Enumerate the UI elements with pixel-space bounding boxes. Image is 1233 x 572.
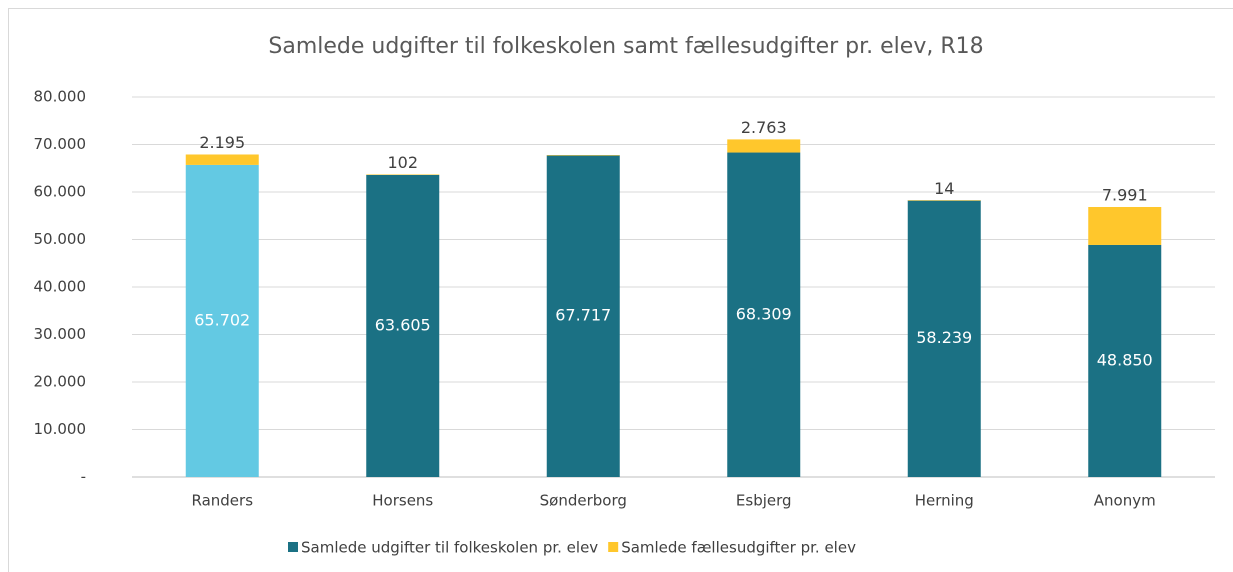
bar-segment (907, 200, 981, 477)
data-label: 65.702 (194, 310, 250, 329)
bar-segment (185, 164, 259, 477)
legend-label: Samlede fællesudgifter pr. elev (621, 539, 856, 557)
y-tick-label: 40.000 (34, 278, 87, 296)
x-tick-label: Randers (191, 492, 253, 510)
x-tick-label: Sønderborg (540, 492, 627, 510)
data-label: 68.309 (736, 304, 792, 323)
y-tick-label: 30.000 (34, 325, 87, 343)
data-label: 14 (934, 179, 954, 198)
x-tick-label: Horsens (372, 492, 433, 510)
data-label: 2.195 (199, 133, 245, 152)
chart-title: Samlede udgifter til folkeskolen samt fæ… (268, 34, 983, 59)
bar-segment (907, 200, 981, 201)
x-tick-label: Anonym (1094, 492, 1156, 510)
bar-segment (1088, 244, 1162, 477)
data-label: 67.717 (555, 306, 611, 325)
bar-segment (546, 155, 620, 156)
bar-segment (727, 152, 801, 477)
bar-segment (185, 154, 259, 165)
bar-segment (366, 174, 440, 175)
y-tick-label: 60.000 (34, 183, 87, 201)
y-tick-label: 70.000 (34, 135, 87, 153)
y-tick-label: 80.000 (34, 88, 87, 106)
y-tick-label: 50.000 (34, 230, 87, 248)
y-tick-label: - (81, 468, 86, 486)
data-label: 58.239 (916, 328, 972, 347)
bar-segment (727, 139, 801, 153)
data-label: 48.850 (1097, 350, 1153, 369)
data-label: 7.991 (1102, 186, 1148, 205)
data-label: 102 (387, 153, 418, 172)
legend-swatch (288, 542, 298, 552)
y-tick-label: 20.000 (34, 373, 87, 391)
x-tick-label: Esbjerg (736, 492, 792, 510)
chart-frame (8, 8, 1233, 572)
bar-segment (366, 174, 440, 477)
bar-segment (546, 155, 620, 478)
data-label: 2.763 (741, 118, 787, 137)
legend-swatch (608, 542, 619, 552)
legend-label: Samlede udgifter til folkeskolen pr. ele… (301, 539, 598, 557)
data-label: 63.605 (375, 315, 431, 334)
bar-segment (1088, 207, 1162, 245)
y-tick-label: 10.000 (34, 420, 87, 438)
x-tick-label: Herning (915, 492, 974, 510)
